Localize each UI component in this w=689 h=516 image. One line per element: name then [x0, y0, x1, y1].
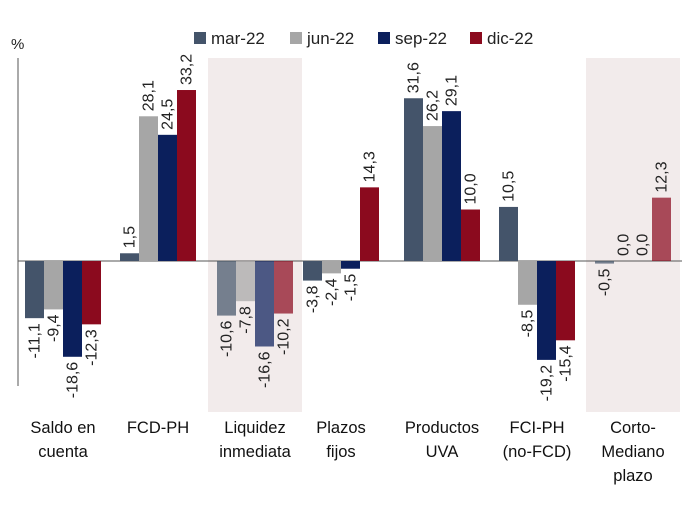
bar: [120, 253, 139, 261]
value-label: -1,5: [343, 274, 360, 302]
bar: [25, 261, 44, 319]
bar: [44, 261, 63, 310]
category-label: inmediata: [219, 443, 291, 461]
value-label: 10,0: [463, 173, 480, 204]
category-label: Liquidez: [224, 419, 285, 437]
bar: [341, 261, 360, 269]
value-label: 31,6: [406, 62, 423, 93]
category-label: FCI-PH: [510, 419, 565, 437]
value-label: -2,4: [324, 278, 341, 306]
bar: [537, 261, 556, 360]
value-label: 12,3: [654, 161, 671, 192]
legend-label: jun-22: [306, 29, 354, 48]
bar: [322, 261, 341, 274]
value-label: 28,1: [141, 80, 158, 111]
bar: [518, 261, 537, 305]
value-label: -3,8: [305, 285, 322, 313]
legend-swatch: [378, 32, 390, 44]
category-label: Productos: [405, 419, 479, 437]
axes: [17, 58, 682, 386]
legend: mar-22 jun-22 sep-22 dic-22: [194, 29, 533, 48]
value-label: -11,1: [27, 323, 44, 358]
y-unit-label: %: [11, 36, 24, 53]
value-labels: -11,1 -9,4-18,6-12,31,528,124,533,2-10,6-…: [27, 54, 671, 402]
value-label: -7,8: [238, 306, 255, 334]
bar: [236, 261, 255, 302]
value-label: 26,2: [425, 90, 442, 121]
value-label: 0,0: [635, 234, 652, 256]
value-label: 33,2: [179, 54, 196, 85]
bar: [652, 197, 671, 261]
category-label: Corto-: [610, 419, 656, 437]
bar: [303, 261, 322, 281]
legend-swatch: [194, 32, 206, 44]
legend-swatch: [290, 32, 302, 44]
value-label: 14,3: [362, 151, 379, 182]
legend-label: sep-22: [395, 29, 447, 48]
value-label: -8,5: [520, 310, 537, 338]
bar: [217, 261, 236, 316]
bar: [63, 261, 82, 357]
value-label: -15,4: [558, 345, 575, 382]
value-label: -9,4: [46, 314, 63, 342]
legend-swatch: [470, 32, 482, 44]
value-label: -19,2: [539, 365, 556, 402]
bars: [25, 90, 671, 360]
bar: [423, 126, 442, 261]
value-label: 0,0: [616, 234, 633, 256]
bar: [177, 90, 196, 262]
bar: [82, 261, 101, 325]
legend-label: mar-22: [211, 29, 265, 48]
bar: [461, 209, 480, 261]
category-label: Saldo en: [30, 419, 95, 437]
value-label: -0,5: [597, 268, 614, 296]
value-label: 24,5: [160, 99, 177, 130]
bar: [360, 187, 379, 261]
value-label: -12,3: [84, 329, 101, 366]
category-label: Plazos: [316, 419, 366, 437]
value-label: 1,5: [122, 226, 139, 248]
category-label: plazo: [613, 467, 652, 485]
category-label: fijos: [326, 443, 355, 461]
value-label: -10,6: [219, 320, 236, 357]
value-label: -18,6: [65, 362, 82, 399]
category-label: UVA: [426, 443, 459, 461]
bar: [556, 261, 575, 341]
bar: [255, 261, 274, 347]
bar: [404, 98, 423, 261]
category-labels: Saldo en cuenta FCD-PH Liquidez inmediata Pla…: [30, 419, 664, 485]
bar: [499, 206, 518, 261]
bar: [274, 261, 293, 314]
bar: [442, 111, 461, 261]
value-label: -10,2: [276, 318, 293, 355]
value-label: 10,5: [501, 171, 518, 202]
bar: [595, 261, 614, 264]
value-label: 29,1: [444, 75, 461, 106]
value-label: -16,6: [257, 351, 274, 388]
legend-label: dic-22: [487, 29, 533, 48]
category-label: (no-FCD): [503, 443, 572, 461]
category-label: Mediano: [601, 443, 664, 461]
category-label: FCD-PH: [127, 419, 189, 437]
bar: [158, 134, 177, 261]
bar: [139, 116, 158, 261]
highlight-band: [208, 58, 302, 412]
category-label: cuenta: [38, 443, 88, 461]
